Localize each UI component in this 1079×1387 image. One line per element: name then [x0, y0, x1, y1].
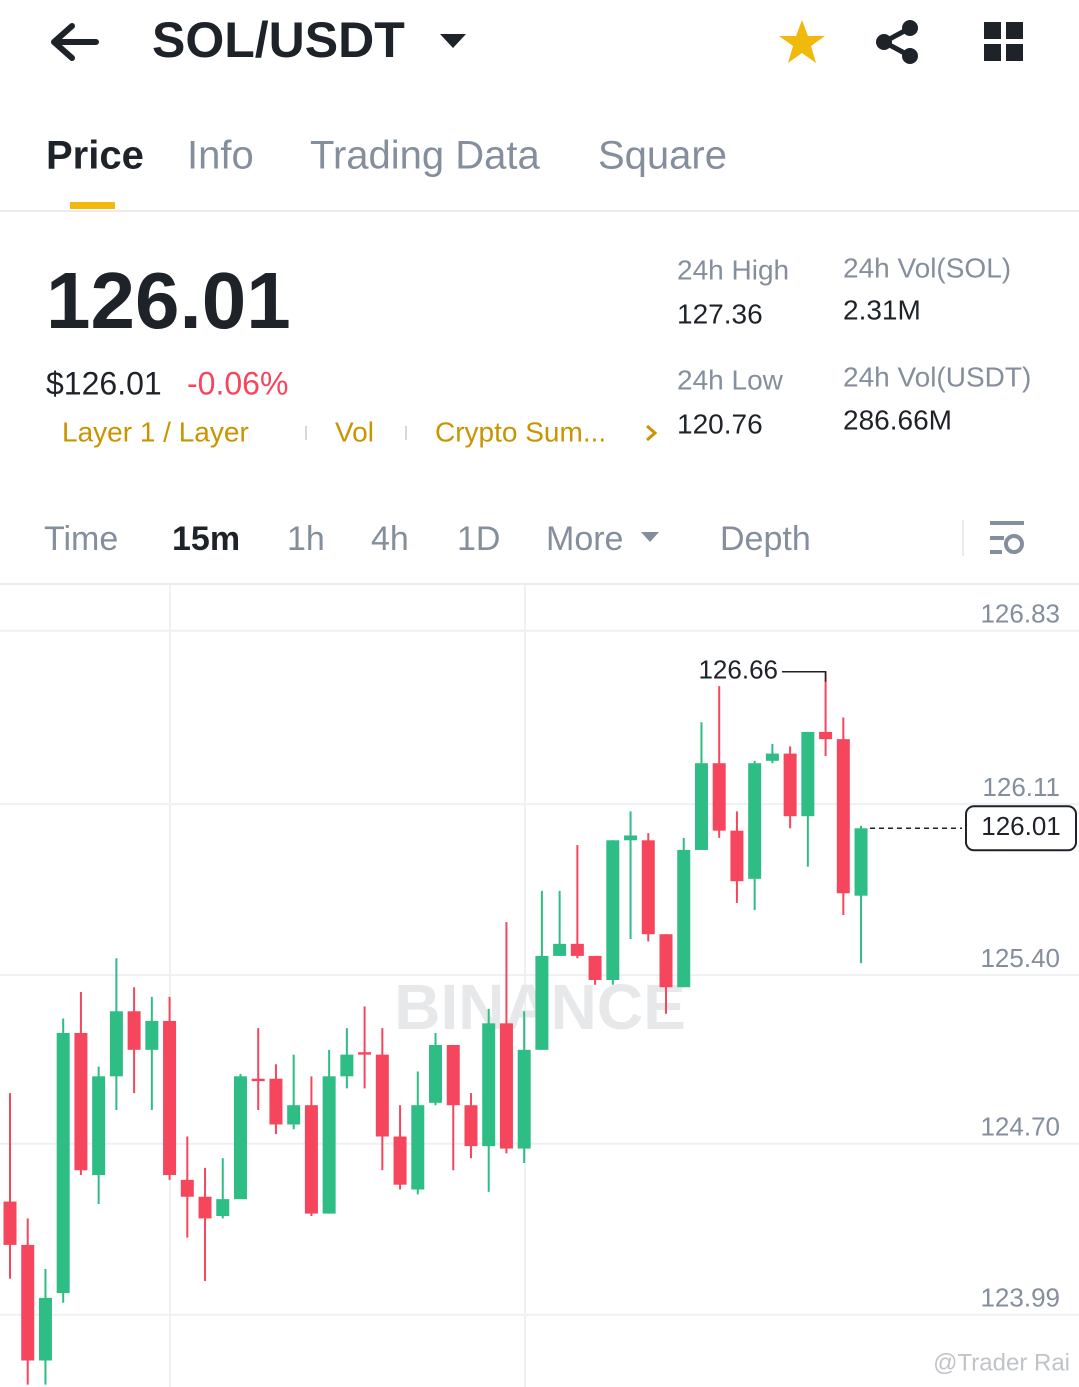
price-change: -0.06% [187, 365, 288, 401]
candle-body [712, 763, 726, 831]
candle-body [499, 1023, 513, 1149]
candle-body [393, 1136, 407, 1185]
interval[interactable]: 15m [172, 520, 240, 558]
tags-arrow[interactable] [646, 424, 658, 442]
y-tick-label: 126.11 [982, 772, 1060, 802]
tag[interactable]: Vol [335, 416, 374, 447]
more-dropdown[interactable] [641, 532, 659, 542]
stat-value: 120.76 [677, 408, 763, 439]
candle-body [748, 763, 762, 879]
tab[interactable]: Square [598, 134, 727, 178]
candle-body [783, 753, 797, 817]
favorite-star[interactable] [779, 20, 825, 63]
pair-title[interactable]: SOL/USDT [152, 12, 405, 68]
tab[interactable]: Price [46, 134, 144, 178]
candle-body [535, 955, 549, 1050]
candle-body [21, 1244, 35, 1361]
candle-body [322, 1076, 336, 1214]
candle-body [145, 1020, 159, 1050]
candle-body [836, 739, 850, 894]
candle-body [340, 1054, 354, 1077]
candle-body [482, 1023, 496, 1147]
interval[interactable]: 1D [457, 520, 500, 558]
candle-body [216, 1199, 230, 1217]
candle-body [251, 1078, 265, 1082]
interval[interactable]: 1h [287, 520, 325, 558]
candle-body [730, 830, 744, 882]
candle-body [765, 753, 779, 761]
candle-body [92, 1076, 106, 1176]
candle-body [429, 1045, 443, 1103]
candle-body [659, 934, 673, 988]
candle-body [109, 1011, 123, 1077]
tag[interactable]: Layer 1 / Layer [62, 416, 249, 447]
candle-body [588, 955, 602, 980]
candle-body [446, 1045, 460, 1106]
stat-value: 2.31M [843, 294, 921, 325]
candle-body [641, 840, 655, 935]
stat-value: 127.36 [677, 298, 763, 329]
last-price-label: 126.01 [981, 811, 1061, 841]
stat-label: 24h Vol(USDT) [843, 361, 1031, 392]
stat-label: 24h Low [677, 364, 784, 395]
interval[interactable]: 4h [371, 520, 409, 558]
interval[interactable]: Depth [720, 520, 811, 558]
tab[interactable]: Trading Data [310, 134, 541, 178]
stat-label: 24h Vol(SOL) [843, 252, 1011, 283]
menu-grid[interactable] [984, 22, 1023, 61]
candle-body [198, 1196, 212, 1219]
interval[interactable]: Time [44, 520, 118, 558]
candle-body [358, 1052, 372, 1055]
candle-body [854, 828, 868, 896]
stat-value: 286.66M [843, 404, 952, 435]
candle-body [180, 1179, 194, 1197]
candle-body [517, 1049, 531, 1149]
tag[interactable]: Crypto Sum... [435, 416, 606, 447]
interval[interactable]: More [546, 520, 623, 558]
credit: @Trader Rai [933, 1349, 1070, 1376]
candle-body [464, 1105, 478, 1147]
pair-dropdown[interactable] [440, 34, 466, 48]
last-price: 126.01 [46, 256, 291, 345]
candle-body [553, 943, 567, 956]
candle-body [74, 1032, 88, 1171]
last-price-box [965, 805, 1077, 852]
usd-price: $126.01 [46, 365, 162, 401]
candlestick-chart: 126.83 126.11 125.40 124.70 123.99 126.66 126.… [0, 599, 1079, 1385]
stat-label: 24h High [677, 254, 789, 285]
candle-body [127, 1011, 141, 1050]
y-tick-label: 126.83 [980, 599, 1060, 629]
y-tick-label: 124.70 [980, 1112, 1060, 1142]
candle-body [269, 1078, 283, 1125]
tab-indicator [70, 202, 115, 209]
candle-body [411, 1105, 425, 1190]
share-button[interactable] [876, 20, 918, 64]
high-label: 126.66 [698, 655, 778, 685]
candle-body [819, 731, 833, 740]
back-button[interactable] [51, 23, 99, 61]
candle-body [3, 1201, 17, 1245]
y-tick-label: 123.99 [980, 1283, 1060, 1313]
high-marker [782, 670, 827, 682]
candle-body [570, 943, 584, 956]
candle-body [801, 731, 815, 817]
candle-body [304, 1105, 318, 1214]
candle-body [694, 763, 708, 850]
candle-body [375, 1054, 389, 1137]
candle-body [163, 1020, 177, 1176]
candle-body [677, 849, 691, 988]
candle-body [287, 1105, 301, 1125]
candle-body [606, 840, 620, 980]
candle-body [56, 1032, 70, 1294]
tab[interactable]: Info [187, 134, 254, 178]
candle-body [233, 1076, 247, 1200]
y-tick-label: 125.40 [980, 943, 1060, 973]
candle-body [624, 835, 638, 841]
candle-body [38, 1297, 52, 1361]
chart-settings[interactable] [990, 521, 1024, 554]
